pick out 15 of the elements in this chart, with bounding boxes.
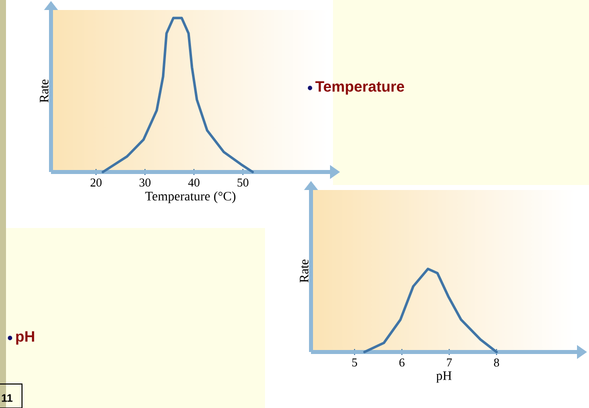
x-tick-label: 30 — [140, 178, 150, 187]
x-tick-label: 8 — [494, 358, 500, 367]
text: pH — [16, 331, 34, 345]
x-tick-label: 40 — [188, 178, 200, 187]
y-axis-title: Rate — [40, 80, 48, 102]
x-tick-label: 5 — [352, 358, 358, 366]
y-axis-title: Rate — [300, 260, 308, 282]
x-tick-label: 7 — [447, 358, 452, 366]
x-axis-title: Temperature (°C) — [145, 191, 236, 204]
x-tick-label: 50 — [238, 178, 248, 187]
annotation: Temperature — [315, 81, 404, 95]
x-axis-title: pH — [436, 371, 452, 383]
x-tick-label: 20 — [90, 178, 102, 187]
x-tick-label: 6 — [399, 358, 405, 367]
text: 11 — [2, 394, 12, 402]
